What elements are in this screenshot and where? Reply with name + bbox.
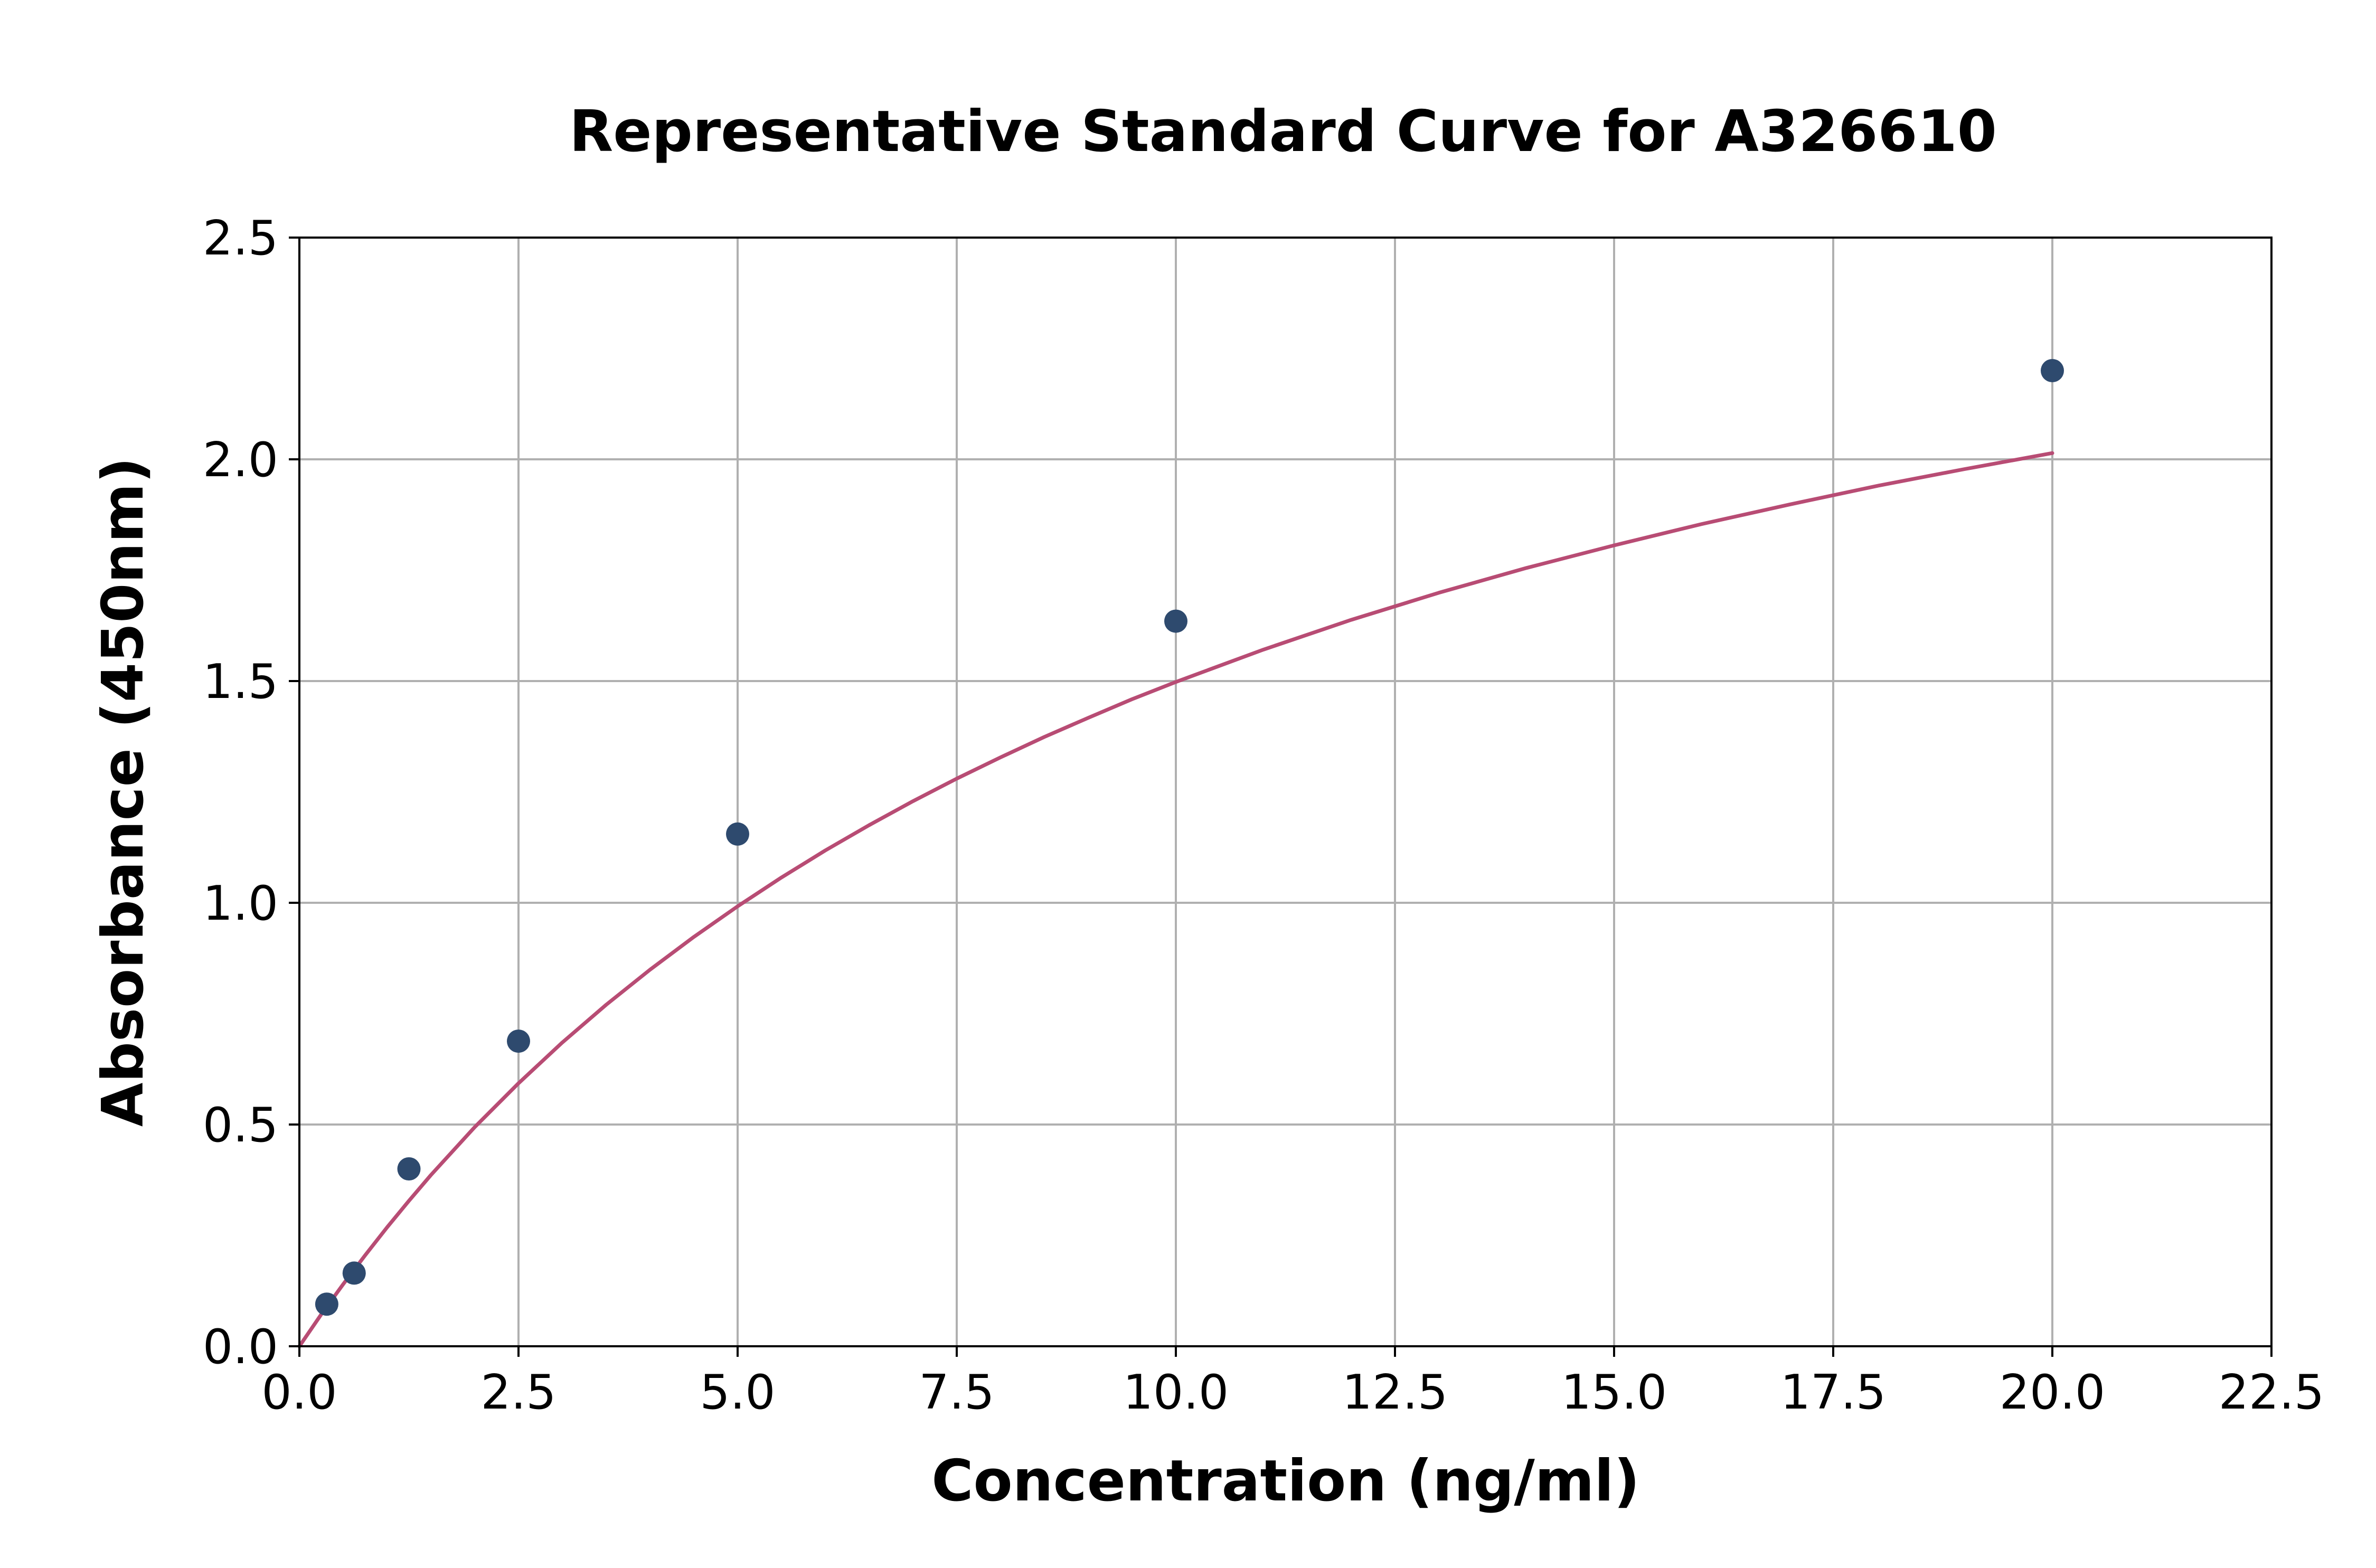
x-tick-label: 15.0 <box>1561 1365 1667 1420</box>
x-axis-ticks: 0.0 2.5 5.0 7.5 10.0 12.5 15.0 17.5 20.0 22.5 <box>261 1346 2324 1420</box>
fit-curve-line <box>297 451 2054 1348</box>
x-tick-label: 0.0 <box>261 1365 337 1420</box>
data-point <box>2041 359 2064 382</box>
x-tick-label: 2.5 <box>480 1365 556 1420</box>
data-point <box>397 1157 421 1180</box>
y-tick-label: 0.0 <box>203 1319 278 1375</box>
y-tick-label: 0.5 <box>203 1098 278 1153</box>
data-point <box>507 1029 530 1053</box>
data-points-layer <box>315 359 2064 1316</box>
y-tick-label: 1.0 <box>203 876 278 931</box>
x-tick-label: 17.5 <box>1780 1365 1886 1420</box>
y-tick-label: 2.0 <box>203 432 278 488</box>
x-tick-label: 12.5 <box>1342 1365 1448 1420</box>
y-axis-ticks: 0.0 0.5 1.0 1.5 2.0 2.5 <box>203 211 299 1375</box>
y-tick-label: 1.5 <box>203 654 278 710</box>
x-tick-label: 7.5 <box>919 1365 994 1420</box>
data-point <box>315 1292 338 1316</box>
x-tick-label: 20.0 <box>2000 1365 2105 1420</box>
y-tick-label: 2.5 <box>203 211 278 266</box>
x-tick-label: 5.0 <box>700 1365 775 1420</box>
chart-title: Representative Standard Curve for A32661… <box>569 99 1997 165</box>
x-axis-label: Concentration (ng/ml) <box>931 1448 1640 1514</box>
fit-curve-layer <box>297 451 2054 1348</box>
data-point <box>726 822 749 846</box>
y-axis-label: Absorbance (450nm) <box>90 457 156 1127</box>
data-point <box>342 1261 366 1285</box>
x-tick-label: 22.5 <box>2219 1365 2324 1420</box>
x-tick-label: 10.0 <box>1123 1365 1229 1420</box>
data-point <box>1164 609 1187 633</box>
plot-frame <box>298 237 2273 1347</box>
